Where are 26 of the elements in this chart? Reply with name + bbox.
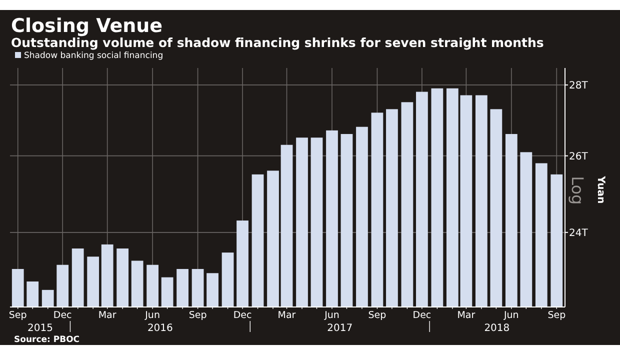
x-tick-label: Jun [502, 310, 519, 321]
x-tick-label: Sep [548, 310, 566, 321]
x-tick-label: Jun [144, 310, 160, 321]
source-note: Source: PBOC [14, 335, 80, 345]
text: 2017 [327, 323, 353, 334]
x-tick-label: Dec [233, 310, 252, 321]
x-tick-label: Jun [324, 310, 340, 321]
legend-label: Shadow banking social financing [24, 51, 164, 61]
y-tick-label: 28T [569, 80, 589, 92]
text: 2015 [28, 323, 53, 334]
x-tick-label: Mar [98, 310, 116, 321]
x-tick-label: Dec [412, 310, 432, 321]
text: Log [568, 176, 587, 205]
chart-title: Closing Venue [11, 15, 163, 37]
text: 2016 [147, 323, 173, 334]
y-tick-label: 26T [569, 151, 589, 162]
chart-subtitle: Outstanding volume of shadow financing shrinks for seven straight months [11, 35, 544, 50]
y-axis-title: Yuan [595, 175, 606, 204]
y-tick-label: 24T [569, 228, 589, 239]
x-tick-label: Mar [278, 310, 296, 321]
text: 2018 [484, 323, 510, 334]
x-tick-label: Sep [368, 310, 386, 321]
x-tick-label: Sep [188, 310, 207, 321]
x-tick-label: Sep [8, 310, 27, 321]
x-tick-label: Mar [457, 310, 476, 321]
x-tick-label: Dec [53, 310, 72, 321]
